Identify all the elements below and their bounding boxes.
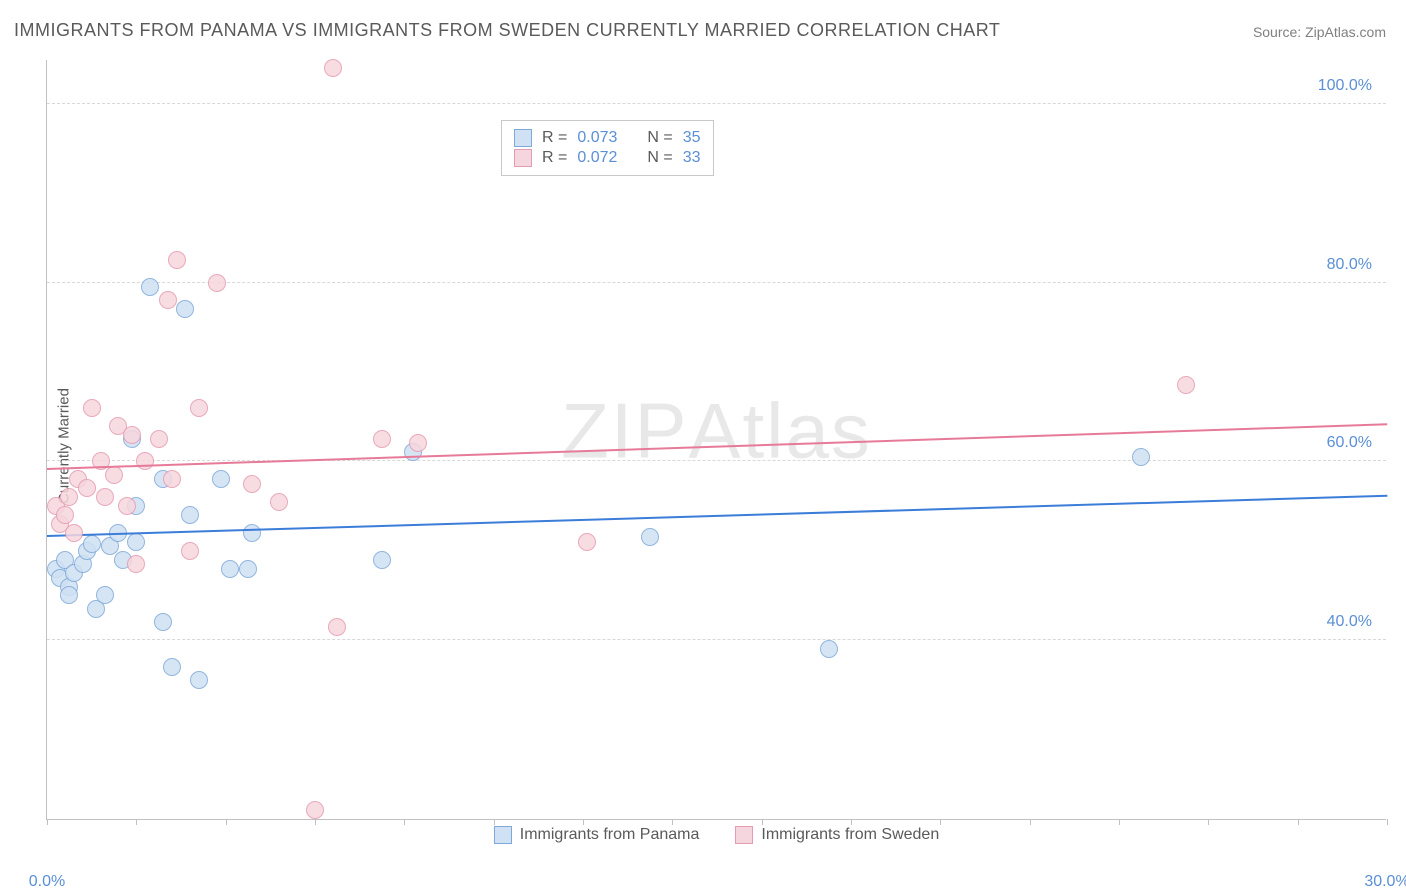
- series-name: Immigrants from Panama: [520, 826, 700, 844]
- r-label: R =: [542, 149, 567, 167]
- x-tick: [1208, 819, 1209, 825]
- data-point: [60, 586, 78, 604]
- data-point: [168, 251, 186, 269]
- data-point: [60, 488, 78, 506]
- data-point: [176, 300, 194, 318]
- data-point: [78, 479, 96, 497]
- data-point: [127, 533, 145, 551]
- data-point: [373, 430, 391, 448]
- series-legend-item: Immigrants from Sweden: [735, 826, 939, 844]
- n-value: 35: [683, 129, 701, 147]
- data-point: [83, 535, 101, 553]
- data-point: [141, 278, 159, 296]
- x-tick: [851, 819, 852, 825]
- data-point: [56, 506, 74, 524]
- x-tick-label: 30.0%: [1364, 873, 1406, 891]
- r-label: R =: [542, 129, 567, 147]
- n-label: N =: [647, 129, 672, 147]
- source-name: ZipAtlas.com: [1305, 24, 1386, 40]
- data-point: [190, 671, 208, 689]
- data-point: [136, 452, 154, 470]
- trend-line: [47, 424, 1387, 471]
- legend-row: R = 0.072 N = 33: [514, 149, 701, 167]
- legend-swatch: [514, 149, 532, 167]
- data-point: [641, 528, 659, 546]
- data-point: [1132, 448, 1150, 466]
- data-point: [324, 59, 342, 77]
- x-tick: [47, 819, 48, 825]
- data-point: [208, 274, 226, 292]
- data-point: [243, 475, 261, 493]
- x-tick-label: 0.0%: [29, 873, 65, 891]
- data-point: [243, 524, 261, 542]
- data-point: [820, 640, 838, 658]
- data-point: [270, 493, 288, 511]
- x-tick: [315, 819, 316, 825]
- x-tick: [1030, 819, 1031, 825]
- x-tick: [583, 819, 584, 825]
- data-point: [409, 434, 427, 452]
- r-value: 0.073: [577, 129, 617, 147]
- legend-row: R = 0.073 N = 35: [514, 129, 701, 147]
- data-point: [181, 542, 199, 560]
- data-point: [123, 426, 141, 444]
- series-name: Immigrants from Sweden: [761, 826, 939, 844]
- x-tick: [1298, 819, 1299, 825]
- y-tick-label: 100.0%: [1318, 77, 1372, 95]
- chart-plot-area: ZIPAtlas R =0.073N =35R =0.072N =33 Immi…: [46, 60, 1386, 820]
- y-tick-label: 60.0%: [1327, 434, 1372, 452]
- series-legend: Immigrants from Panama Immigrants from Sw…: [47, 826, 1386, 849]
- gridline: [47, 639, 1386, 640]
- data-point: [118, 497, 136, 515]
- x-tick: [762, 819, 763, 825]
- data-point: [163, 470, 181, 488]
- data-point: [221, 560, 239, 578]
- data-point: [306, 801, 324, 819]
- x-tick: [1119, 819, 1120, 825]
- x-tick: [136, 819, 137, 825]
- data-point: [159, 291, 177, 309]
- data-point: [96, 488, 114, 506]
- x-tick: [940, 819, 941, 825]
- legend-swatch: [494, 826, 512, 844]
- data-point: [212, 470, 230, 488]
- chart-title: IMMIGRANTS FROM PANAMA VS IMMIGRANTS FRO…: [14, 20, 1000, 41]
- data-point: [105, 466, 123, 484]
- data-point: [83, 399, 101, 417]
- r-value: 0.072: [577, 149, 617, 167]
- data-point: [239, 560, 257, 578]
- n-label: N =: [647, 149, 672, 167]
- data-point: [127, 555, 145, 573]
- data-point: [154, 613, 172, 631]
- y-tick-label: 40.0%: [1327, 613, 1372, 631]
- data-point: [190, 399, 208, 417]
- data-point: [328, 618, 346, 636]
- data-point: [96, 586, 114, 604]
- legend-swatch: [735, 826, 753, 844]
- data-point: [1177, 376, 1195, 394]
- gridline: [47, 282, 1386, 283]
- source-prefix: Source:: [1253, 24, 1305, 40]
- y-tick-label: 80.0%: [1327, 256, 1372, 274]
- x-tick: [226, 819, 227, 825]
- data-point: [181, 506, 199, 524]
- x-tick: [672, 819, 673, 825]
- data-point: [65, 524, 83, 542]
- data-point: [373, 551, 391, 569]
- source-attribution: Source: ZipAtlas.com: [1253, 24, 1386, 40]
- x-tick: [1387, 819, 1388, 825]
- legend-swatch: [514, 129, 532, 147]
- data-point: [578, 533, 596, 551]
- data-point: [150, 430, 168, 448]
- series-legend-item: Immigrants from Panama: [494, 826, 700, 844]
- x-tick: [404, 819, 405, 825]
- n-value: 33: [683, 149, 701, 167]
- watermark: ZIPAtlas: [561, 385, 872, 476]
- correlation-legend: R = 0.073 N = 35 R = 0.072 N = 33: [501, 120, 714, 176]
- x-tick: [494, 819, 495, 825]
- data-point: [163, 658, 181, 676]
- gridline: [47, 103, 1386, 104]
